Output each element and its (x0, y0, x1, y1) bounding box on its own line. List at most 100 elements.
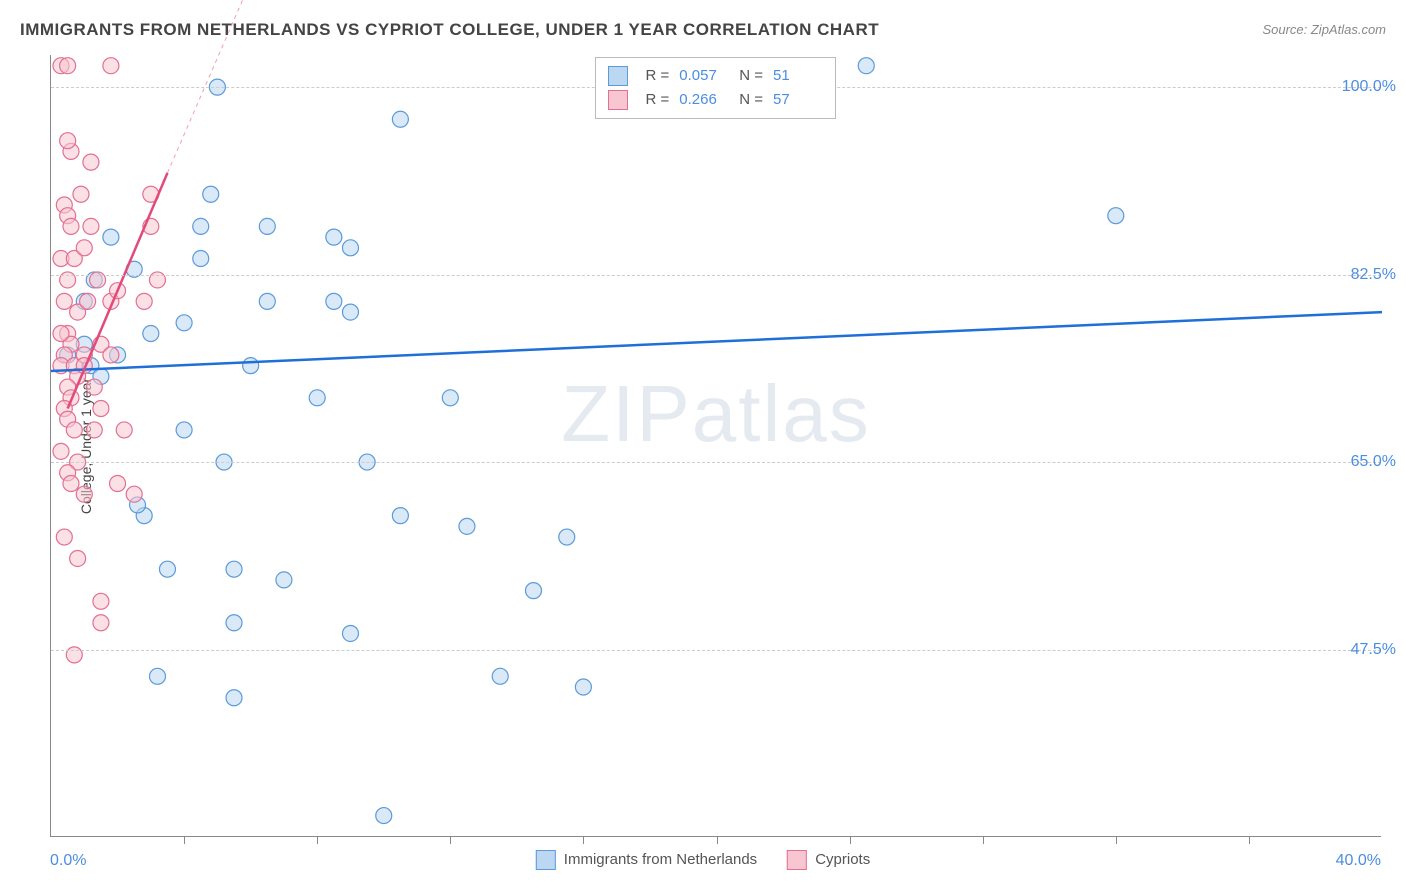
y-tick-label: 65.0% (1351, 453, 1396, 471)
data-point (86, 422, 102, 438)
legend-swatch (608, 90, 628, 110)
data-point (159, 561, 175, 577)
x-tick (184, 836, 185, 844)
legend-label: Immigrants from Netherlands (564, 851, 757, 868)
x-tick (583, 836, 584, 844)
data-point (56, 293, 72, 309)
data-point (226, 690, 242, 706)
x-tick (1249, 836, 1250, 844)
n-label: N = (739, 64, 763, 88)
data-point (53, 326, 69, 342)
data-point (442, 390, 458, 406)
n-value: 57 (773, 88, 823, 112)
x-tick (850, 836, 851, 844)
x-min-label: 0.0% (50, 852, 86, 870)
data-point (276, 572, 292, 588)
data-point (193, 251, 209, 267)
data-point (342, 240, 358, 256)
gridline (51, 275, 1381, 276)
data-point (86, 379, 102, 395)
trend-line (51, 312, 1382, 371)
data-point (53, 443, 69, 459)
r-label: R = (646, 64, 670, 88)
x-tick (717, 836, 718, 844)
data-point (1108, 208, 1124, 224)
r-value: 0.266 (679, 88, 729, 112)
data-point (525, 583, 541, 599)
data-point (63, 475, 79, 491)
x-tick (983, 836, 984, 844)
data-point (203, 186, 219, 202)
data-point (392, 111, 408, 127)
source-attribution: Source: ZipAtlas.com (1262, 22, 1386, 37)
data-point (559, 529, 575, 545)
y-tick-label: 100.0% (1342, 78, 1396, 96)
data-point (103, 229, 119, 245)
legend-swatch (608, 66, 628, 86)
data-point (63, 218, 79, 234)
data-point (116, 422, 132, 438)
y-tick-label: 47.5% (1351, 641, 1396, 659)
data-point (226, 615, 242, 631)
legend-stat-row: R = 0.057 N = 51 (608, 64, 824, 88)
x-tick (450, 836, 451, 844)
data-point (326, 293, 342, 309)
x-tick (317, 836, 318, 844)
n-label: N = (739, 88, 763, 112)
data-point (60, 58, 76, 74)
chart-svg (51, 55, 1381, 836)
gridline (51, 650, 1381, 651)
data-point (110, 475, 126, 491)
data-point (66, 422, 82, 438)
data-point (376, 808, 392, 824)
data-point (459, 518, 475, 534)
data-point (60, 133, 76, 149)
data-point (70, 550, 86, 566)
data-point (80, 293, 96, 309)
data-point (103, 58, 119, 74)
legend-label: Cypriots (815, 851, 870, 868)
data-point (93, 401, 109, 417)
data-point (149, 668, 165, 684)
data-point (392, 508, 408, 524)
bottom-legend: Immigrants from Netherlands Cypriots (536, 850, 870, 870)
data-point (136, 293, 152, 309)
data-point (176, 422, 192, 438)
data-point (83, 218, 99, 234)
data-point (575, 679, 591, 695)
data-point (143, 326, 159, 342)
n-value: 51 (773, 64, 823, 88)
data-point (259, 218, 275, 234)
y-tick-label: 82.5% (1351, 266, 1396, 284)
legend-swatch (536, 850, 556, 870)
data-point (126, 486, 142, 502)
x-tick (1116, 836, 1117, 844)
data-point (176, 315, 192, 331)
data-point (103, 347, 119, 363)
legend-stat-row: R = 0.266 N = 57 (608, 88, 824, 112)
data-point (342, 304, 358, 320)
data-point (93, 593, 109, 609)
legend-swatch (787, 850, 807, 870)
data-point (226, 561, 242, 577)
data-point (193, 218, 209, 234)
legend-item: Cypriots (787, 850, 870, 870)
data-point (93, 615, 109, 631)
chart-container: IMMIGRANTS FROM NETHERLANDS VS CYPRIOT C… (0, 0, 1406, 892)
plot-area: ZIPatlas (50, 55, 1381, 837)
legend-item: Immigrants from Netherlands (536, 850, 757, 870)
chart-title: IMMIGRANTS FROM NETHERLANDS VS CYPRIOT C… (20, 20, 879, 40)
data-point (76, 240, 92, 256)
gridline (51, 462, 1381, 463)
r-value: 0.057 (679, 64, 729, 88)
data-point (56, 529, 72, 545)
x-max-label: 40.0% (1336, 852, 1381, 870)
data-point (342, 625, 358, 641)
data-point (243, 358, 259, 374)
data-point (73, 186, 89, 202)
r-label: R = (646, 88, 670, 112)
data-point (76, 486, 92, 502)
trend-line (68, 173, 168, 409)
data-point (858, 58, 874, 74)
data-point (83, 154, 99, 170)
